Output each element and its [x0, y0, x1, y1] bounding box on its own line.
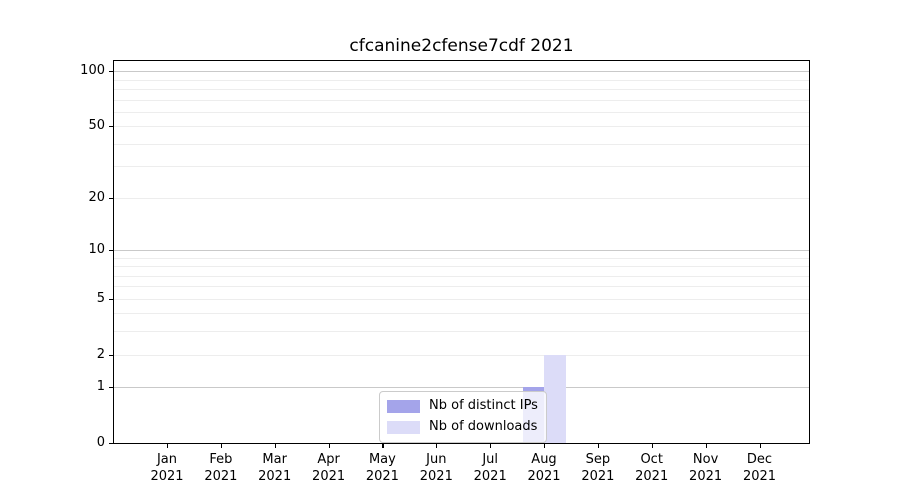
x-tick-month: May [368, 452, 396, 467]
major-gridline [114, 71, 809, 73]
minor-gridline [114, 266, 809, 267]
minor-gridline [114, 275, 809, 277]
y-tick-mark [109, 197, 113, 199]
x-tick-month: Oct [640, 452, 663, 467]
x-tick-month: Jul [482, 452, 499, 467]
x-tick-label-oct: Oct 2021 [622, 451, 682, 485]
x-tick-label-jan: Jan 2021 [137, 451, 197, 485]
y-tick-mark [109, 249, 113, 251]
x-tick-month: Mar [262, 452, 287, 467]
x-tick-mark [544, 444, 546, 448]
x-tick-mark [274, 444, 276, 448]
y-tick-label: 20 [88, 189, 105, 205]
x-tick-year: 2021 [635, 469, 669, 484]
minor-gridline [114, 111, 809, 113]
x-tick-year: 2021 [365, 469, 399, 484]
x-tick-label-apr: Apr 2021 [299, 451, 359, 485]
x-tick-label-feb: Feb 2021 [191, 451, 251, 485]
y-tick-label: 0 [96, 435, 105, 450]
y-tick-mark [109, 298, 113, 300]
minor-gridline [114, 354, 809, 356]
major-gridline [114, 249, 809, 251]
chart-title: cfcanine2cfense7cdf 2021 [349, 36, 574, 56]
minor-gridline [114, 331, 809, 333]
x-tick-mark [651, 444, 653, 448]
y-tick-label: 100 [80, 63, 105, 79]
x-tick-label-jun: Jun 2021 [406, 451, 466, 485]
x-tick-month: Nov [692, 452, 719, 467]
x-tick-mark [490, 444, 492, 448]
x-tick-year: 2021 [527, 469, 561, 484]
x-tick-mark [436, 444, 438, 448]
minor-gridline [114, 79, 809, 81]
y-tick-label: 10 [88, 241, 105, 257]
y-tick-label: 1 [96, 379, 105, 395]
legend-swatch-distinct-ips-icon [387, 399, 420, 413]
x-tick-month: Aug [531, 452, 557, 467]
x-tick-year: 2021 [258, 469, 292, 484]
x-tick-year: 2021 [689, 469, 723, 484]
x-tick-month: Jan [156, 452, 178, 467]
x-tick-mark [382, 444, 384, 448]
minor-gridline [114, 286, 809, 288]
x-tick-month: Jun [426, 452, 447, 467]
minor-gridline [114, 298, 809, 300]
x-tick-label-may: May 2021 [352, 451, 412, 485]
x-tick-year: 2021 [419, 469, 453, 484]
x-tick-year: 2021 [312, 469, 346, 484]
y-tick-mark [109, 71, 113, 73]
y-tick-label: 5 [96, 290, 105, 306]
y-tick-label: 50 [88, 118, 105, 134]
x-tick-label-jul: Jul 2021 [460, 451, 520, 485]
x-tick-mark [167, 444, 169, 448]
legend-entry-distinct-ips: Nb of distinct IPs [387, 398, 538, 414]
x-tick-year: 2021 [204, 469, 238, 484]
x-tick-label-dec: Dec 2021 [730, 451, 790, 485]
x-tick-month: Dec [746, 452, 773, 467]
x-tick-label-sep: Sep 2021 [568, 451, 628, 485]
y-tick-mark [109, 387, 113, 389]
minor-gridline [114, 257, 809, 259]
major-gridline [114, 387, 809, 389]
minor-gridline [114, 89, 809, 90]
minor-gridline [114, 126, 809, 128]
x-tick-month: Feb [209, 452, 233, 467]
minor-gridline [114, 143, 809, 145]
legend: Nb of distinct IPs Nb of downloads [379, 391, 547, 443]
y-tick-label: 2 [96, 346, 105, 362]
x-tick-label-nov: Nov 2021 [676, 451, 736, 485]
minor-gridline [114, 313, 809, 315]
x-tick-mark [597, 444, 600, 448]
minor-gridline [114, 166, 809, 168]
x-tick-mark [328, 444, 330, 448]
x-tick-year: 2021 [742, 469, 777, 484]
x-tick-label-mar: Mar 2021 [245, 451, 305, 485]
x-tick-mark [220, 444, 223, 448]
y-tick-mark [109, 443, 113, 445]
minor-gridline [114, 197, 809, 199]
x-tick-month: Sep [585, 452, 611, 467]
x-tick-mark [705, 444, 707, 448]
y-tick-mark [109, 126, 113, 128]
x-tick-label-aug: Aug 2021 [514, 451, 574, 485]
x-tick-year: 2021 [150, 469, 184, 484]
x-tick-year: 2021 [581, 469, 615, 484]
x-tick-year: 2021 [473, 469, 507, 484]
x-tick-mark [759, 444, 761, 448]
legend-label-distinct-ips: Nb of distinct IPs [429, 398, 538, 413]
minor-gridline [114, 99, 809, 101]
legend-swatch-downloads-icon [387, 420, 420, 434]
legend-entry-downloads: Nb of downloads [387, 419, 538, 435]
x-tick-month: Apr [317, 452, 340, 467]
y-tick-mark [109, 354, 113, 356]
legend-label-downloads: Nb of downloads [429, 419, 538, 434]
bar-aug-downloads [544, 354, 566, 443]
plot-area [113, 60, 810, 444]
